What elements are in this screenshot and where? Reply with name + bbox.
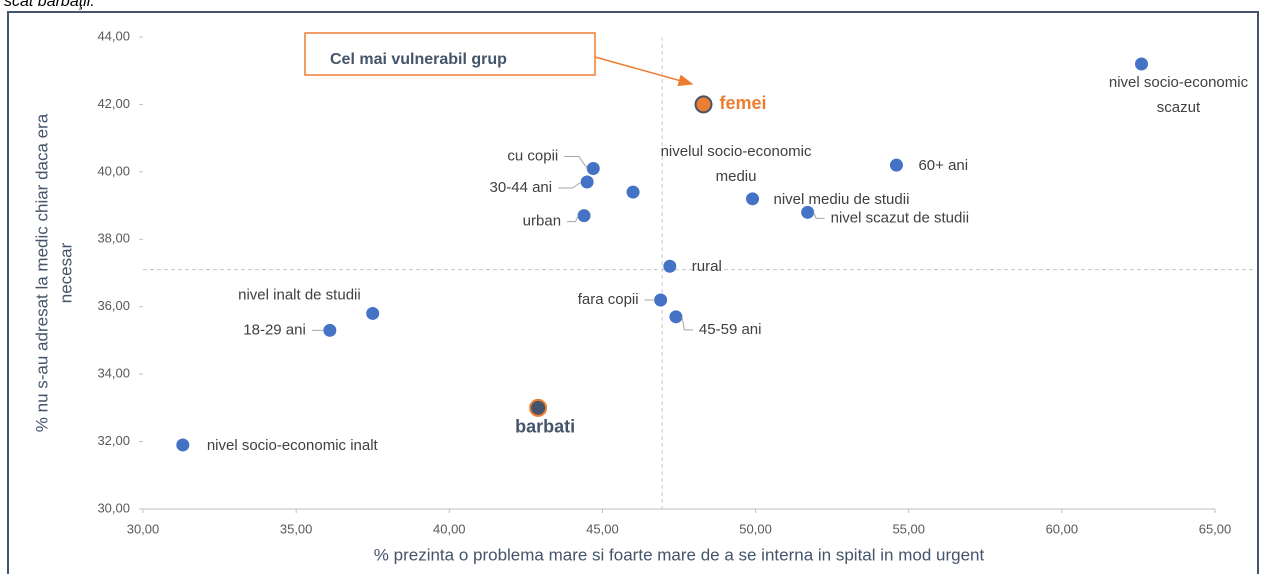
x-tick-label: 50,00 (739, 521, 772, 536)
y-tick-label: 36,00 (97, 298, 130, 313)
x-tick-label: 45,00 (586, 521, 619, 536)
point (801, 205, 815, 219)
y-tick-label: 34,00 (97, 366, 130, 381)
leader-line (813, 212, 825, 219)
x-tick-label: 40,00 (433, 521, 466, 536)
x-tick-label: 35,00 (280, 521, 313, 536)
point (176, 438, 190, 452)
y-axis-title: % nu s-au adresat la medic chiar daca er… (32, 113, 51, 432)
point-label: scazut (1157, 99, 1201, 116)
point (586, 161, 600, 175)
point-label: urban (523, 213, 561, 230)
leader-line (558, 181, 582, 189)
point-label: nivelul socio-economic (661, 143, 812, 160)
point-label: nivel socio-economic (1109, 74, 1249, 91)
point-label: femei (720, 93, 767, 113)
annotation-box (304, 32, 596, 76)
point-label: 60+ ani (918, 157, 968, 174)
point (694, 95, 713, 114)
x-tick-label: 30,00 (127, 521, 160, 536)
point-label: rural (692, 258, 722, 275)
annotation-arrow (594, 56, 694, 87)
point (580, 175, 594, 189)
y-tick-label: 44,00 (97, 28, 130, 43)
x-tick-label: 60,00 (1046, 521, 1079, 536)
point-label: 45-59 ani (699, 321, 762, 338)
leader-line (681, 316, 693, 331)
point (669, 310, 683, 324)
point-label: 30-44 ani (490, 179, 553, 196)
x-tick-label: 55,00 (892, 521, 925, 536)
point (529, 398, 548, 417)
leader-line (564, 155, 588, 169)
point-label: barbati (515, 417, 575, 437)
point (1134, 57, 1148, 71)
point (654, 293, 668, 307)
annotation: Cel mai vulnerabil grup (330, 51, 507, 68)
x-tick-label: 65,00 (1199, 521, 1232, 536)
point-label: nivel scazut de studii (831, 209, 969, 226)
point (626, 185, 640, 199)
chart-frame (7, 11, 1259, 574)
caption: scat barbaţii. (4, 0, 95, 10)
point-label: mediu (716, 168, 757, 185)
y-tick-label: 38,00 (97, 231, 130, 246)
point-label: cu copii (507, 147, 558, 164)
y-tick-label: 40,00 (97, 163, 130, 178)
y-tick-label: 32,00 (97, 433, 130, 448)
point-label: nivel inalt de studii (238, 286, 361, 303)
y-axis-title: necesar (56, 242, 75, 303)
point-label: nivel mediu de studii (774, 191, 910, 208)
point-label: nivel socio-economic inalt (207, 437, 379, 454)
point (366, 306, 380, 320)
point (746, 192, 760, 206)
y-tick-label: 30,00 (97, 500, 130, 515)
point-label: 18-29 ani (243, 321, 306, 338)
point (577, 209, 591, 223)
point (889, 158, 903, 172)
y-tick-label: 42,00 (97, 96, 130, 111)
x-axis-title: % prezinta o problema mare si foarte mar… (374, 545, 985, 564)
point (323, 323, 337, 337)
point (663, 259, 677, 273)
point-label: fara copii (578, 291, 639, 308)
leader-line (567, 215, 579, 223)
